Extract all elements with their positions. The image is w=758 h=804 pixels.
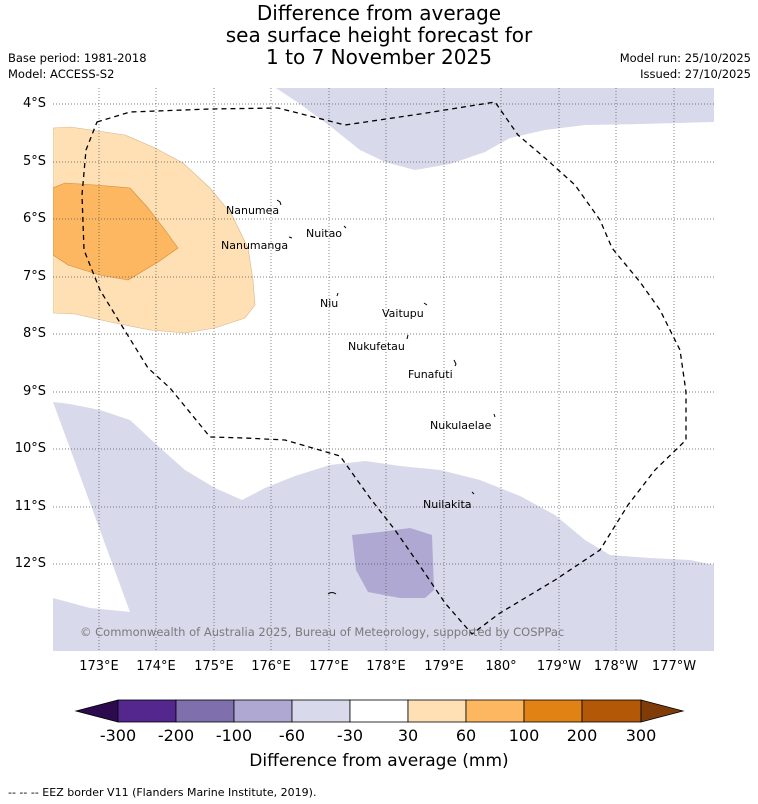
label-niu: Niu [320, 297, 338, 310]
lon-label-177e: 177°E [309, 659, 349, 674]
lat-label-4s: 4°S [22, 96, 46, 111]
lat-label-5s: 5°S [22, 154, 46, 169]
lon-label-178e: 178°E [366, 659, 406, 674]
lon-label-173e: 173°E [79, 659, 119, 674]
copyright-notice: © Commonwealth of Australia 2025, Bureau… [80, 625, 564, 639]
title-line-2: sea surface height forecast for [225, 23, 533, 47]
lon-label-174e: 174°E [136, 659, 176, 674]
colorbar-tick-30: 30 [397, 726, 419, 745]
lat-label-7s: 7°S [22, 269, 46, 284]
colorbar-bin-7 [465, 699, 525, 723]
lat-label-10s: 10°S [14, 441, 46, 456]
anomaly-region-south-light [53, 402, 714, 651]
lon-label-178w: 178°W [593, 659, 639, 674]
colorbar-tick-neg200: -200 [157, 726, 195, 745]
label-funafuti: Funafuti [408, 368, 453, 381]
lon-label-176e: 176°E [251, 659, 291, 674]
colorbar-tick-100: 100 [508, 726, 540, 745]
lat-label-8s: 8°S [22, 326, 46, 341]
anomaly-region-south-medium [352, 528, 434, 598]
colorbar-bin-1 [117, 699, 177, 723]
colorbar-tick-neg30: -30 [336, 726, 364, 745]
colorbar-bin-4 [291, 699, 351, 723]
lon-label-175e: 175°E [194, 659, 234, 674]
title-line-1: Difference from average [256, 1, 502, 25]
colorbar-bin-6 [407, 699, 467, 723]
label-nanumanga: Nanumanga [221, 239, 288, 252]
colorbar-tick-60: 60 [455, 726, 477, 745]
anomaly-region-north-light [276, 88, 714, 170]
colorbar [74, 699, 685, 723]
colorbar-tick-neg100: -100 [215, 726, 253, 745]
lat-label-9s: 9°S [22, 384, 46, 399]
island-markers [276, 199, 496, 595]
colorbar-tick-200: 200 [566, 726, 598, 745]
colorbar-under-triangle [74, 699, 119, 723]
colorbar-bin-9 [581, 699, 642, 723]
colorbar-tick-neg300: -300 [99, 726, 137, 745]
label-nukulaelae: Nukulaelae [430, 419, 492, 432]
eez-footnote: -- -- -- EEZ border V11 (Flanders Marine… [8, 786, 317, 799]
lat-label-12s: 12°S [14, 556, 46, 571]
label-nuilakita: Nuilakita [423, 498, 472, 511]
lon-label-179e: 179°E [424, 659, 464, 674]
colorbar-bin-8 [523, 699, 583, 723]
colorbar-tick-300: 300 [625, 726, 657, 745]
eez-border [81, 101, 687, 635]
colorbar-title: Difference from average (mm) [249, 751, 509, 771]
colorbar-over-triangle [640, 699, 685, 723]
model-name: Model: ACCESS-S2 [8, 67, 115, 81]
lon-label-177w: 177°W [651, 659, 697, 674]
label-nukufetau: Nukufetau [348, 340, 405, 353]
model-run: Model run: 25/10/2025 [619, 51, 751, 65]
issued-date: Issued: 27/10/2025 [640, 67, 751, 81]
colorbar-bin-5 [349, 699, 409, 723]
label-nanumea: Nanumea [226, 204, 279, 217]
label-nuitao: Nuitao [306, 227, 342, 240]
lon-label-179w: 179°W [536, 659, 582, 674]
lon-label-180: 180° [485, 659, 517, 674]
lat-label-6s: 6°S [22, 211, 46, 226]
label-vaitupu: Vaitupu [382, 307, 424, 320]
base-period: Base period: 1981-2018 [8, 51, 147, 65]
colorbar-tick-neg60: -60 [278, 726, 306, 745]
lat-label-11s: 11°S [14, 499, 46, 514]
colorbar-bin-2 [175, 699, 235, 723]
anomaly-region-west-medium [53, 182, 179, 281]
title-line-3: 1 to 7 November 2025 [266, 45, 492, 69]
graticule [53, 88, 714, 651]
colorbar-bin-3 [233, 699, 293, 723]
